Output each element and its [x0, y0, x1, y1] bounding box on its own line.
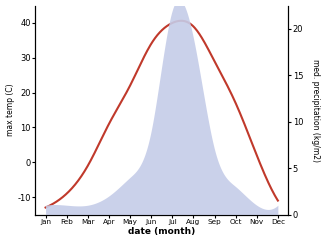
X-axis label: date (month): date (month) — [128, 227, 195, 236]
Y-axis label: med. precipitation (kg/m2): med. precipitation (kg/m2) — [311, 59, 320, 161]
Y-axis label: max temp (C): max temp (C) — [6, 84, 15, 136]
